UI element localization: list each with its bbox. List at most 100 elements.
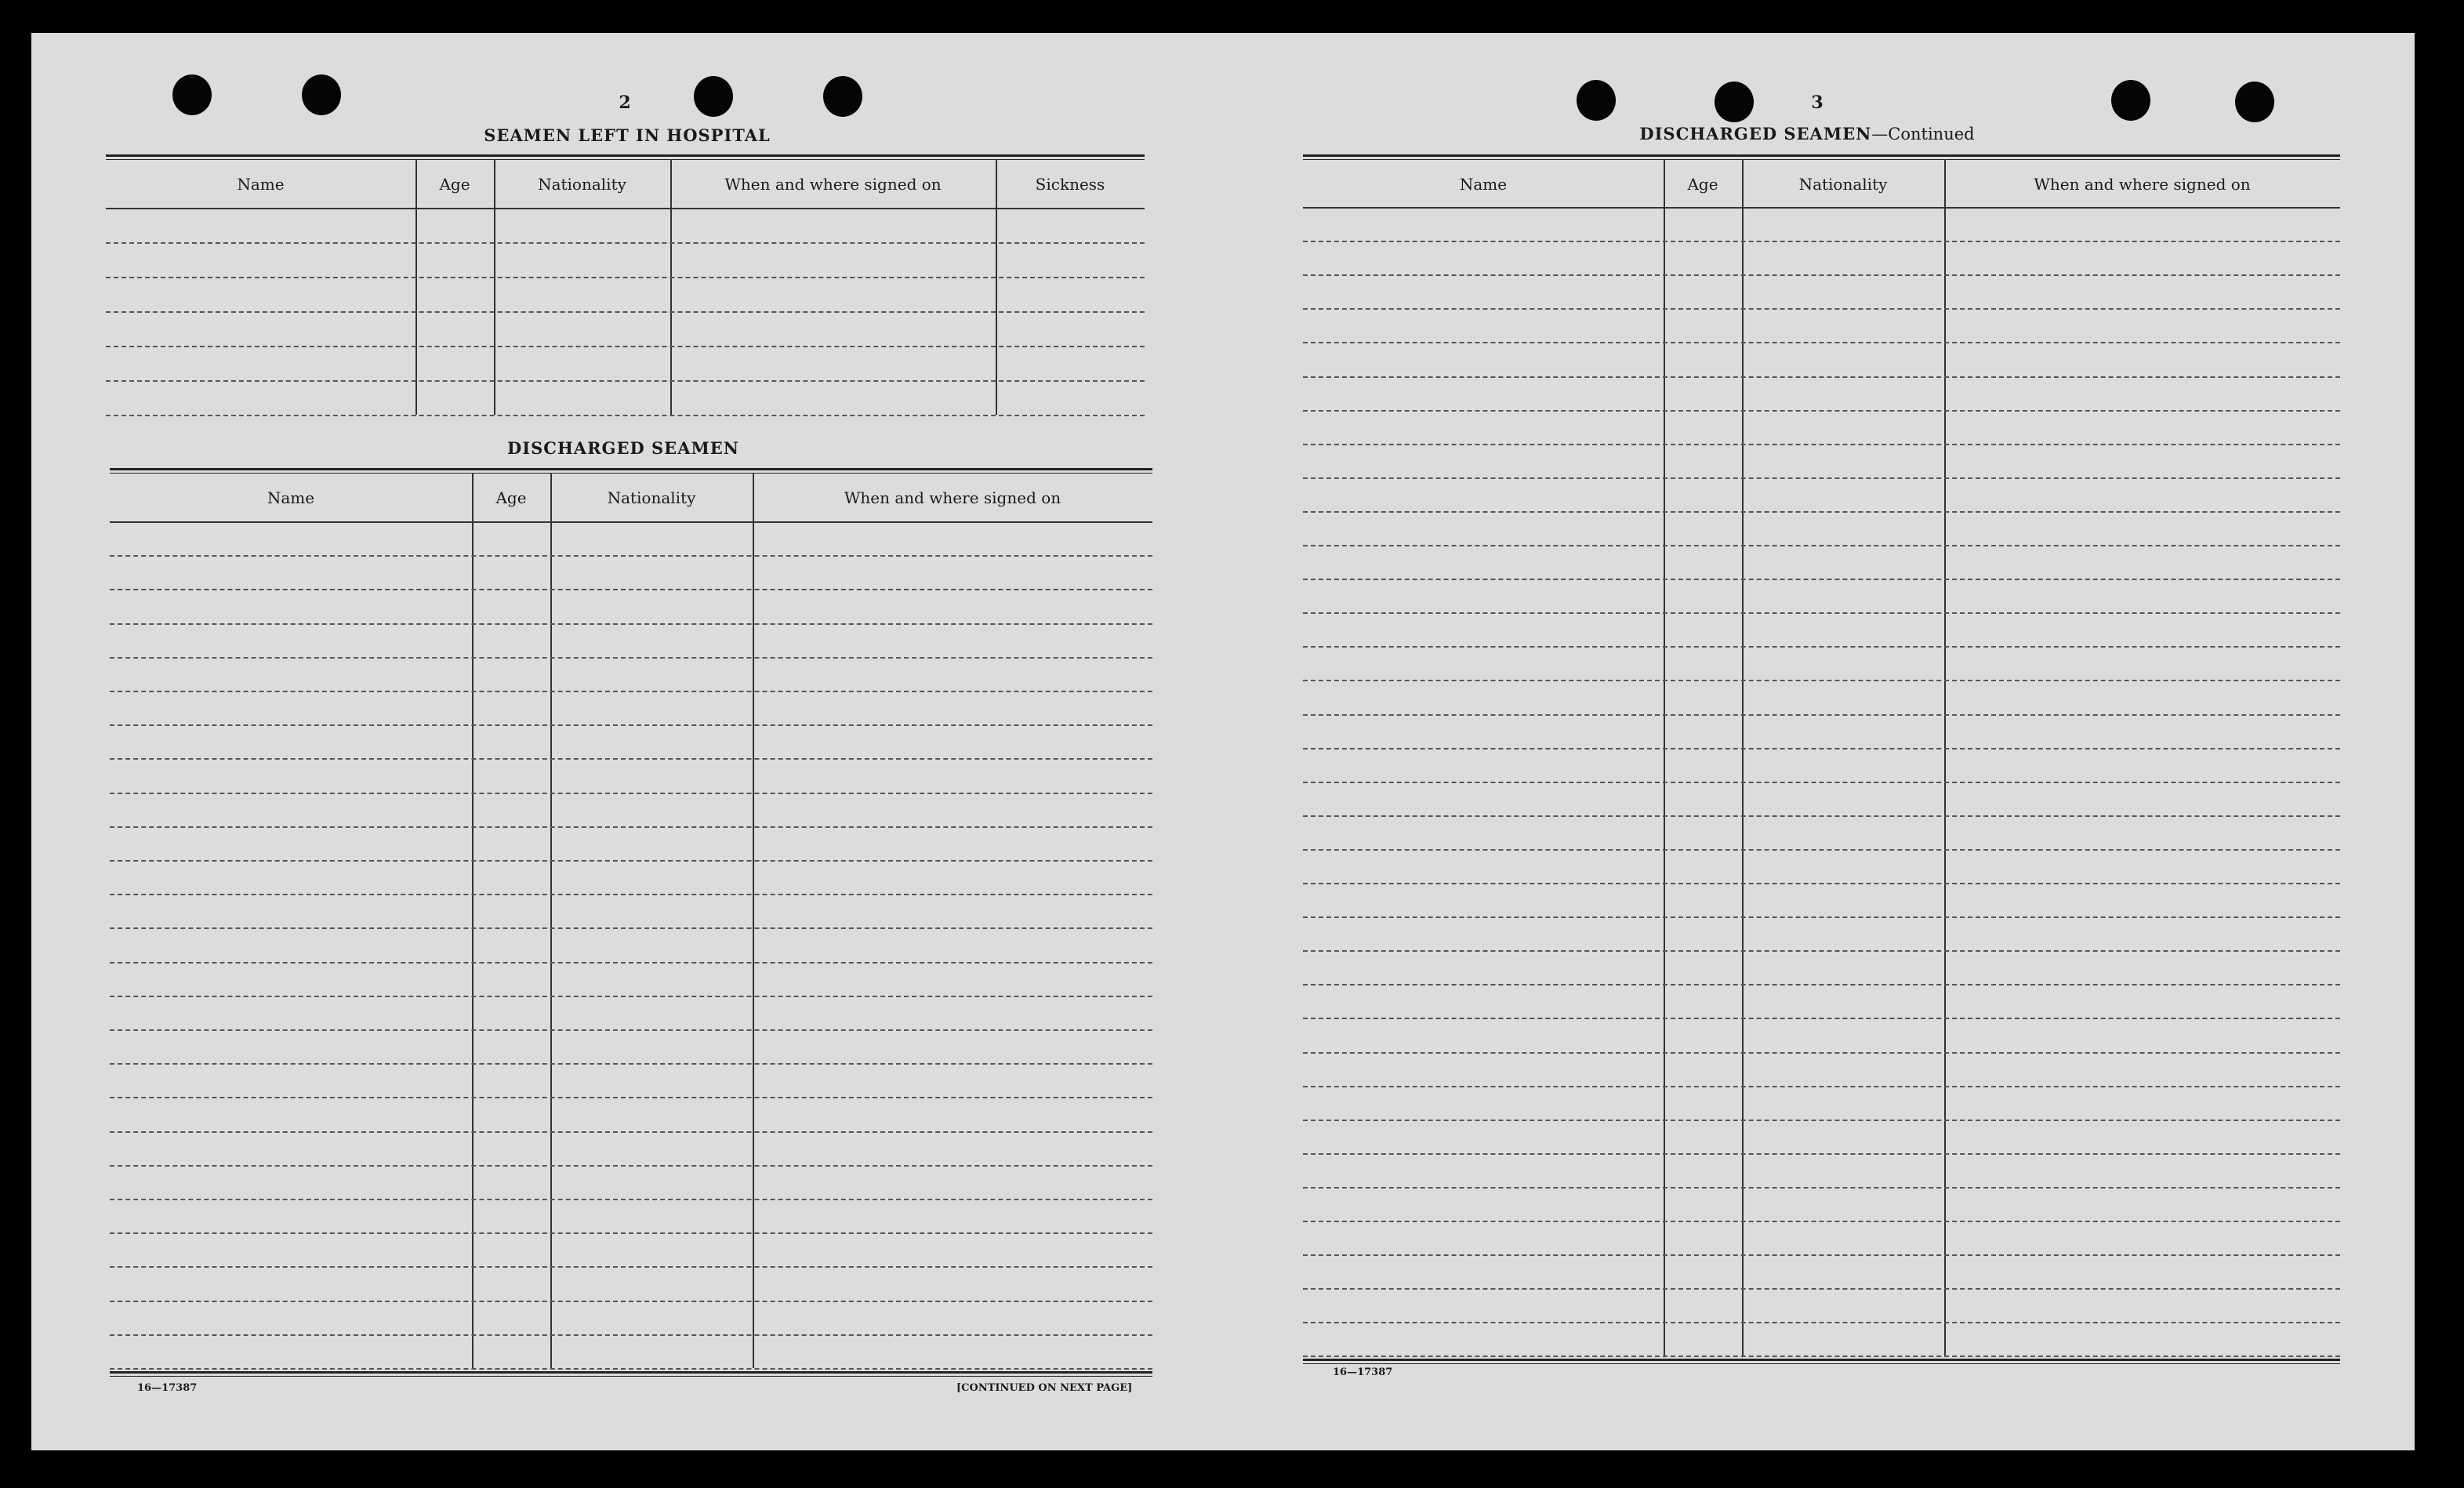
table-row[interactable] xyxy=(106,242,1145,244)
column-header-sickness: Sickness xyxy=(1035,175,1105,194)
table-row[interactable] xyxy=(110,724,1152,727)
column-divider xyxy=(494,159,495,415)
table-row[interactable] xyxy=(1303,376,2340,378)
table-row[interactable] xyxy=(110,792,1152,794)
discharged-table: Name Age Nationality When and where signed … xyxy=(110,468,1152,1377)
table-row[interactable] xyxy=(110,758,1152,760)
table-row[interactable] xyxy=(110,860,1152,862)
double-rule xyxy=(1303,154,2340,160)
table-row[interactable] xyxy=(106,277,1145,278)
double-rule xyxy=(110,468,1152,474)
table-row[interactable] xyxy=(106,380,1145,382)
column-divider xyxy=(1944,159,1946,1356)
table-row[interactable] xyxy=(1303,1221,2340,1222)
table-row[interactable] xyxy=(1303,308,2340,310)
table-row[interactable] xyxy=(110,826,1152,828)
table-row[interactable] xyxy=(1303,916,2340,919)
column-divider xyxy=(1664,159,1665,1356)
table-row[interactable] xyxy=(1303,1119,2340,1121)
table-row[interactable] xyxy=(1303,848,2340,851)
table-row[interactable] xyxy=(1303,984,2340,986)
table-row[interactable] xyxy=(110,1131,1152,1133)
table-row[interactable] xyxy=(1303,1186,2340,1189)
column-header-nationality: Nationality xyxy=(1798,174,1888,194)
double-rule xyxy=(1303,1359,2340,1365)
column-header-age: Age xyxy=(495,488,527,507)
table-row[interactable] xyxy=(110,995,1152,997)
continued-note: [CONTINUED ON NEXT PAGE] xyxy=(956,1382,1133,1394)
table-row[interactable] xyxy=(1303,1018,2340,1020)
table-row[interactable] xyxy=(110,1334,1152,1336)
table-row[interactable] xyxy=(106,346,1145,347)
table-row[interactable] xyxy=(106,311,1145,313)
column-header-nationality: Nationality xyxy=(607,488,696,507)
table-row[interactable] xyxy=(1303,579,2340,581)
table-row[interactable] xyxy=(1303,342,2340,344)
section-title-hospital: SEAMEN LEFT IN HOSPITAL xyxy=(484,125,771,145)
table-row[interactable] xyxy=(110,1300,1152,1302)
table-row[interactable] xyxy=(110,1368,1152,1370)
punch-hole xyxy=(2235,82,2274,122)
page-number: 2 xyxy=(619,93,631,113)
table-row[interactable] xyxy=(1303,950,2340,953)
column-divider xyxy=(753,473,754,1368)
table-row[interactable] xyxy=(110,622,1152,625)
punch-hole xyxy=(1577,80,1616,121)
table-row[interactable] xyxy=(1303,443,2340,445)
table-row[interactable] xyxy=(1303,713,2340,716)
table-row[interactable] xyxy=(1303,477,2340,479)
table-row[interactable] xyxy=(1303,409,2340,412)
section-title-discharged: DISCHARGED SEAMEN xyxy=(507,438,739,458)
table-row[interactable] xyxy=(1303,1254,2340,1257)
column-divider xyxy=(416,159,417,415)
document-spread xyxy=(31,33,2415,1450)
table-row[interactable] xyxy=(1303,241,2340,243)
table-row[interactable] xyxy=(110,1097,1152,1099)
table-row[interactable] xyxy=(1303,747,2340,749)
punch-hole xyxy=(1715,82,1754,122)
header-rule xyxy=(106,208,1145,209)
double-rule xyxy=(106,154,1145,160)
table-row[interactable] xyxy=(1303,1085,2340,1087)
table-row[interactable] xyxy=(1303,815,2340,817)
table-row[interactable] xyxy=(1303,883,2340,884)
table-row[interactable] xyxy=(110,656,1152,659)
punch-hole xyxy=(2111,80,2150,121)
column-header-when-and-where-signed-on: When and where signed on xyxy=(844,488,1061,507)
table-row[interactable] xyxy=(1303,274,2340,277)
table-row[interactable] xyxy=(110,961,1152,964)
table-row[interactable] xyxy=(110,1063,1152,1065)
table-row[interactable] xyxy=(1303,1152,2340,1155)
table-row[interactable] xyxy=(1303,612,2340,615)
column-divider xyxy=(550,473,552,1368)
table-row[interactable] xyxy=(106,415,1145,416)
table-row[interactable] xyxy=(1303,545,2340,546)
table-row[interactable] xyxy=(1303,646,2340,648)
table-row[interactable] xyxy=(110,894,1152,896)
table-row[interactable] xyxy=(110,1266,1152,1268)
table-row[interactable] xyxy=(110,1232,1152,1235)
column-header-when-and-where-signed-on: When and where signed on xyxy=(724,175,942,194)
section-title-discharged-continued: DISCHARGED SEAMEN—Continued xyxy=(1639,124,1974,143)
table-row[interactable] xyxy=(110,1164,1152,1167)
table-row[interactable] xyxy=(110,1029,1152,1031)
table-row[interactable] xyxy=(110,1199,1152,1200)
punch-hole xyxy=(172,74,212,115)
table-row[interactable] xyxy=(1303,1322,2340,1324)
table-row[interactable] xyxy=(1303,510,2340,513)
punch-hole xyxy=(823,76,862,117)
form-number: 16—17387 xyxy=(137,1382,198,1394)
table-row[interactable] xyxy=(110,691,1152,692)
table-row[interactable] xyxy=(1303,1051,2340,1054)
column-header-name: Name xyxy=(267,488,315,507)
table-row[interactable] xyxy=(1303,1356,2340,1358)
table-row[interactable] xyxy=(110,589,1152,591)
double-rule xyxy=(110,1371,1152,1377)
table-row[interactable] xyxy=(110,927,1152,930)
table-row[interactable] xyxy=(1303,781,2340,783)
table-row[interactable] xyxy=(110,555,1152,557)
column-header-nationality: Nationality xyxy=(538,175,626,194)
table-row[interactable] xyxy=(1303,1288,2340,1290)
table-row[interactable] xyxy=(1303,680,2340,682)
hospital-table: Name Age Nationality When and where signed … xyxy=(106,154,1145,423)
